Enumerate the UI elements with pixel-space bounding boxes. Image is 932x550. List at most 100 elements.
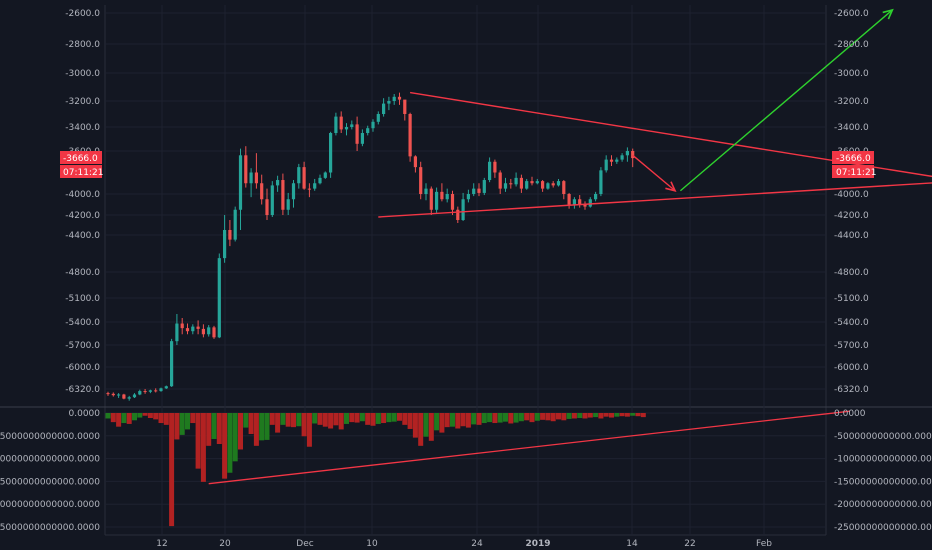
volume-bar[interactable]: [481, 413, 487, 424]
volume-trend-line[interactable]: [208, 410, 851, 485]
volume-bar[interactable]: [545, 413, 551, 421]
candle[interactable]: [366, 125, 370, 136]
candle[interactable]: [302, 161, 306, 190]
candle[interactable]: [419, 161, 423, 200]
volume-bar[interactable]: [195, 413, 201, 469]
volume-bar[interactable]: [450, 413, 455, 427]
candle[interactable]: [519, 174, 523, 193]
candle[interactable]: [323, 171, 327, 179]
volume-bar[interactable]: [534, 413, 540, 421]
volume-bar[interactable]: [370, 413, 376, 426]
candle[interactable]: [360, 129, 364, 147]
volume-bar[interactable]: [174, 413, 180, 440]
candle[interactable]: [456, 206, 460, 223]
candle[interactable]: [541, 180, 545, 192]
candle[interactable]: [530, 176, 534, 186]
candle[interactable]: [185, 323, 190, 335]
volume-bar[interactable]: [439, 413, 445, 433]
candle[interactable]: [392, 94, 396, 105]
volume-bar[interactable]: [253, 413, 259, 446]
candle[interactable]: [344, 123, 349, 136]
volume-bar[interactable]: [407, 413, 413, 429]
volume-bar[interactable]: [200, 413, 206, 482]
candle[interactable]: [615, 157, 619, 164]
volume-bar[interactable]: [312, 413, 318, 424]
candle[interactable]: [371, 119, 375, 132]
candle[interactable]: [503, 177, 508, 192]
volume-bar[interactable]: [243, 413, 249, 428]
volume-bar[interactable]: [238, 413, 243, 450]
volume-bar[interactable]: [630, 413, 636, 416]
candle[interactable]: [212, 325, 216, 339]
volume-bar[interactable]: [455, 413, 461, 429]
candle[interactable]: [382, 98, 386, 117]
volume-bar[interactable]: [381, 413, 387, 424]
volume-bar[interactable]: [598, 413, 604, 419]
volume-bar[interactable]: [582, 413, 588, 419]
volume-bar[interactable]: [222, 413, 228, 479]
volume-bar[interactable]: [296, 413, 302, 427]
volume-bar[interactable]: [571, 413, 577, 419]
volume-bar[interactable]: [322, 413, 328, 427]
volume-bar[interactable]: [259, 413, 265, 441]
candle[interactable]: [238, 148, 243, 230]
volume-bar[interactable]: [291, 413, 296, 428]
left-price-axis[interactable]: -2600.0-2800.0-3000.0-3200.0-3400.0-3600…: [0, 9, 100, 533]
volume-bar[interactable]: [121, 413, 127, 424]
volume-bar[interactable]: [492, 413, 498, 424]
candle[interactable]: [509, 178, 513, 189]
candle[interactable]: [207, 325, 211, 337]
volume-bar[interactable]: [375, 413, 381, 424]
candle[interactable]: [276, 175, 280, 192]
volume-bar[interactable]: [497, 413, 503, 423]
candle[interactable]: [244, 146, 248, 188]
volume-bar[interactable]: [434, 413, 440, 431]
volume-bar[interactable]: [163, 413, 169, 425]
candle[interactable]: [307, 183, 311, 198]
volume-bar[interactable]: [465, 413, 471, 428]
right-price-axis[interactable]: -2600.0-2800.0-3000.0-3200.0-3400.0-3600…: [834, 9, 932, 533]
candle[interactable]: [450, 190, 455, 215]
trend-arrow[interactable]: [679, 8, 894, 192]
volume-bar[interactable]: [476, 413, 482, 425]
candle[interactable]: [488, 157, 492, 183]
candle[interactable]: [498, 170, 502, 194]
volume-bar[interactable]: [248, 413, 254, 434]
candle[interactable]: [106, 391, 110, 396]
volume-bar[interactable]: [153, 413, 159, 420]
price-pane[interactable]: [106, 92, 635, 401]
volume-bar[interactable]: [317, 413, 323, 425]
volume-bar[interactable]: [624, 413, 630, 417]
candle[interactable]: [609, 155, 614, 167]
candle[interactable]: [435, 187, 439, 213]
volume-bar[interactable]: [556, 413, 561, 420]
candle[interactable]: [334, 112, 338, 136]
candle[interactable]: [217, 253, 221, 339]
volume-bar[interactable]: [397, 413, 402, 421]
volume-bar[interactable]: [609, 413, 614, 418]
volume-bar[interactable]: [344, 413, 349, 424]
candle[interactable]: [525, 178, 529, 190]
volume-bar[interactable]: [354, 413, 360, 423]
candle[interactable]: [233, 206, 237, 242]
candle[interactable]: [546, 182, 550, 190]
volume-bar[interactable]: [232, 413, 238, 462]
candle[interactable]: [249, 168, 253, 198]
candle[interactable]: [175, 314, 179, 345]
candle[interactable]: [260, 174, 264, 205]
candle[interactable]: [313, 178, 317, 191]
volume-bar[interactable]: [110, 413, 116, 423]
volume-bar[interactable]: [333, 413, 339, 426]
candle[interactable]: [625, 147, 629, 162]
candle[interactable]: [604, 155, 608, 173]
volume-bar[interactable]: [561, 413, 567, 421]
volume-bar[interactable]: [635, 413, 641, 417]
candle[interactable]: [143, 389, 147, 394]
annotation-layer[interactable]: [208, 8, 932, 485]
volume-bar[interactable]: [540, 413, 546, 420]
candle[interactable]: [578, 195, 582, 208]
candle[interactable]: [631, 148, 635, 168]
candle[interactable]: [339, 111, 343, 133]
candle[interactable]: [329, 131, 333, 178]
volume-bar[interactable]: [264, 413, 270, 440]
